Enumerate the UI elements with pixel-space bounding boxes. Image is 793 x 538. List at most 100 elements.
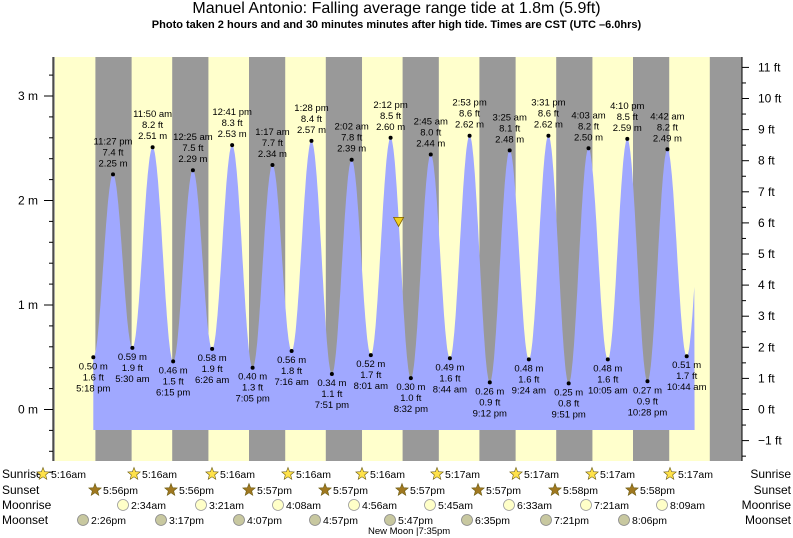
moonset-icon: [77, 514, 89, 526]
high-tide-point: [388, 135, 393, 140]
low-tide-meters: 0.30 m: [396, 382, 425, 393]
high-tide-time: 4:10 pm: [610, 101, 644, 112]
low-tide-time: 8:44 am: [433, 384, 467, 395]
sunrise-icon: [205, 466, 219, 480]
high-tide-meters: 2.29 m: [178, 154, 207, 165]
left-tick-label: 3 m: [18, 89, 38, 103]
right-tick-label: 7 ft: [758, 185, 775, 199]
low-tide-time: 6:15 pm: [156, 387, 190, 398]
low-tide-meters: 0.34 m: [317, 378, 346, 389]
low-tide-meters: 0.52 m: [356, 359, 385, 370]
low-tide-feet: 0.9 ft: [479, 397, 500, 408]
high-tide-time: 11:27 pm: [94, 136, 133, 147]
moonrise-time: 6:33am: [517, 500, 552, 512]
sunrise-icon: [36, 466, 50, 480]
low-tide-feet: 1.7 ft: [360, 370, 381, 381]
high-tide-feet: 7.8 ft: [341, 133, 362, 144]
high-tide-time: 2:53 pm: [452, 98, 486, 109]
low-tide-time: 6:26 am: [195, 375, 229, 386]
low-tide-point: [171, 359, 176, 364]
moonrise-icon: [503, 499, 515, 511]
high-tide-meters: 2.62 m: [534, 120, 563, 131]
right-tick-label: 10 ft: [758, 92, 782, 106]
moonrise-time: 2:34am: [131, 500, 166, 512]
right-tick-label: 0 ft: [758, 403, 775, 417]
sunset-time: 5:56pm: [103, 485, 138, 497]
low-tide-point: [408, 376, 413, 381]
high-tide-point: [111, 172, 115, 177]
low-tide-feet: 1.6 ft: [597, 374, 618, 385]
high-tide-meters: 2.62 m: [455, 120, 484, 131]
low-tide-point: [329, 371, 334, 376]
low-tide-feet: 1.9 ft: [122, 363, 143, 374]
moonset-time: 7:21pm: [554, 515, 589, 527]
sunrise-icon: [663, 466, 677, 480]
low-tide-time: 7:51 pm: [315, 400, 349, 411]
axes: 0 m 1 m 2 m 3 m −1 ft 0 ft 1 ft 2 ft 3 ft 4 ft 5 f…: [18, 57, 782, 473]
low-tide-meters: 0.48 m: [514, 363, 543, 374]
high-tide-time: 12:41 pm: [212, 107, 252, 118]
low-tide-meters: 0.51 m: [672, 360, 701, 371]
high-tide-time: 4:42 am: [650, 111, 684, 122]
high-tide-feet: 8.5 ft: [380, 111, 401, 122]
high-tide-meters: 2.34 m: [258, 149, 287, 160]
high-tide-meters: 2.60 m: [376, 122, 405, 133]
high-tide-point: [546, 133, 551, 138]
sunrise-icon: [509, 466, 523, 480]
sunset-icon: [164, 482, 178, 496]
high-tide-meters: 2.44 m: [416, 139, 445, 150]
high-tide-point: [625, 136, 630, 141]
low-tide-point: [645, 379, 650, 384]
low-tide-point: [210, 346, 215, 351]
moonset-icon: [233, 514, 245, 526]
high-tide-point: [309, 138, 314, 143]
high-tide-feet: 8.4 ft: [301, 114, 322, 125]
chart-subtitle: Photo taken 2 hours and and 30 minutes m…: [151, 19, 642, 31]
right-tick-label: 3 ft: [758, 309, 775, 323]
moonset-icon: [540, 514, 552, 526]
sunset-time: 5:58pm: [640, 485, 675, 497]
high-tide-feet: 8.0 ft: [420, 128, 441, 139]
moonset-time: 4:07pm: [247, 515, 282, 527]
low-tide-time: 8:32 pm: [394, 404, 428, 415]
high-tide-meters: 2.57 m: [297, 125, 326, 136]
high-tide-time: 2:12 pm: [373, 100, 407, 111]
high-tide-point: [150, 145, 155, 150]
high-tide-feet: 8.1 ft: [499, 123, 520, 134]
high-tide-feet: 8.2 ft: [142, 120, 163, 131]
high-tide-feet: 8.3 ft: [222, 118, 243, 129]
low-tide-meters: 0.48 m: [593, 363, 622, 374]
low-tide-feet: 0.8 ft: [558, 398, 579, 409]
moonset-icon: [461, 514, 473, 526]
low-tide-time: 9:12 pm: [473, 408, 507, 419]
low-tide-feet: 1.3 ft: [242, 383, 263, 394]
low-tide-meters: 0.40 m: [238, 372, 267, 383]
high-tide-time: 3:25 am: [493, 112, 527, 123]
moonset-time: 2:26pm: [91, 515, 126, 527]
high-tide-feet: 8.2 ft: [657, 122, 678, 133]
sunrise-icon: [430, 466, 444, 480]
moonrise-icon: [580, 499, 592, 511]
current-level-marker: [392, 217, 405, 228]
left-tick-label: 1 m: [18, 298, 38, 312]
right-tick-label: 2 ft: [758, 340, 775, 354]
low-tide-feet: 1.6 ft: [83, 372, 104, 383]
right-tick-label: 9 ft: [758, 123, 775, 137]
high-tide-time: 12:25 am: [173, 132, 213, 143]
low-tide-meters: 0.25 m: [554, 387, 583, 398]
sunset-time: 5:57pm: [257, 485, 292, 497]
sunset-icon: [318, 482, 332, 496]
low-tide-feet: 1.5 ft: [163, 376, 184, 387]
moonset-time: 5:47pm: [398, 515, 433, 527]
daylight-band: [54, 57, 96, 461]
high-tide-meters: 2.50 m: [574, 132, 603, 143]
moonrise-icon: [424, 499, 436, 511]
moonset-time: 4:57pm: [323, 515, 358, 527]
sunrise-time: 5:17am: [678, 469, 713, 481]
moonrise-time: 5:45am: [438, 500, 473, 512]
high-tide-meters: 2.51 m: [138, 131, 167, 142]
right-tick-label: 11 ft: [758, 60, 781, 74]
low-tide-point: [487, 380, 492, 385]
high-tide-point: [349, 157, 354, 162]
chart-title: Manuel Antonio: Falling average range ti…: [192, 0, 601, 17]
